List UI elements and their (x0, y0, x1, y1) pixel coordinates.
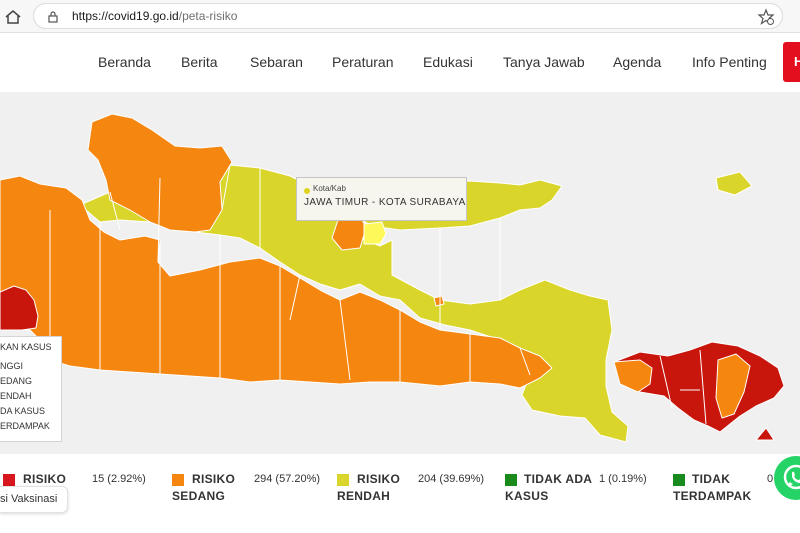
stat-rendah-label-1: RISIKO (357, 472, 401, 486)
stat-rendah-value: 204 (39.69%) (418, 473, 485, 485)
map-region-small-red[interactable] (755, 427, 775, 441)
url-domain: https://covid19.go.id (72, 9, 179, 23)
stat-tidak-terdampak-label-1: TIDAK (692, 472, 731, 486)
risk-stats: RISIKO 15 (2.92%) RISIKO SEDANG 294 (57.… (0, 454, 800, 533)
url-path: /peta-risiko (178, 9, 238, 23)
map-region-small-orange[interactable] (433, 295, 445, 307)
address-bar[interactable]: https://covid19.go.id/peta-risiko (33, 3, 783, 29)
nav-tanya-jawab[interactable]: Tanya Jawab (503, 54, 585, 70)
url-text: https://covid19.go.id/peta-risiko (72, 9, 237, 23)
browser-toolbar: https://covid19.go.id/peta-risiko (0, 0, 800, 33)
stat-rendah-swatch (337, 474, 349, 486)
map-region-red-west[interactable] (0, 285, 39, 331)
risk-map[interactable]: Kota/Kab JAWA TIMUR - KOTA SURABAYA KAN … (0, 92, 800, 454)
legend-item-tinggi: NGGI (0, 361, 24, 371)
stat-tidak-ada-label-1: TIDAK ADA (524, 472, 593, 486)
tooltip-key: Kota/Kab (313, 184, 346, 193)
nav-sebaran[interactable]: Sebaran (250, 54, 303, 70)
lock-icon (48, 11, 58, 23)
stat-tidak-terdampak-value: 0 (767, 473, 774, 485)
legend-item-rendah: ENDAH (0, 391, 32, 401)
tooltip-dot-icon (304, 188, 310, 194)
stat-tidak-ada-label-2: KASUS (505, 489, 549, 503)
main-navigation: Beranda Berita Sebaran Peraturan Edukasi… (0, 34, 800, 92)
legend-title: KAN KASUS (0, 342, 52, 352)
stat-sedang-swatch (172, 474, 184, 486)
home-icon[interactable] (3, 7, 23, 27)
stat-tidak-ada-value: 1 (0.19%) (599, 473, 647, 485)
nav-peraturan[interactable]: Peraturan (332, 54, 394, 70)
map-region-island[interactable] (715, 171, 753, 196)
legend-item-sedang: EDANG (0, 376, 33, 386)
nav-berita[interactable]: Berita (181, 54, 218, 70)
nav-beranda[interactable]: Beranda (98, 54, 151, 70)
stat-tidak-ada-swatch (505, 474, 517, 486)
stat-tidak-terdampak-label-2: TERDAMPAK (673, 489, 752, 503)
stat-tinggi-value: 15 (2.92%) (92, 473, 146, 485)
map-region-nw[interactable] (87, 113, 233, 233)
map-svg[interactable] (0, 92, 800, 454)
map-region-east-orange1[interactable] (613, 359, 653, 393)
legend-item-tidak-ada-kasus: DA KASUS (0, 406, 46, 416)
map-legend: KAN KASUS NGGI EDANG ENDAH DA KASUS ERDA… (0, 336, 62, 442)
map-region-border-lines (49, 164, 707, 425)
stat-sedang-label-1: RISIKO (192, 472, 236, 486)
favorite-star-icon[interactable] (757, 8, 775, 26)
stat-sedang-label-2: SEDANG (172, 489, 226, 503)
nav-edukasi[interactable]: Edukasi (423, 54, 473, 70)
tooltip-value: JAWA TIMUR - KOTA SURABAYA (304, 197, 466, 208)
stat-tinggi-label: RISIKO (23, 472, 67, 486)
map-region-east-orange2[interactable] (715, 353, 751, 419)
nav-info-penting[interactable]: Info Penting (692, 54, 767, 70)
whatsapp-icon (783, 464, 800, 490)
nav-agenda[interactable]: Agenda (613, 54, 662, 70)
whatsapp-button[interactable] (774, 456, 800, 500)
map-tooltip: Kota/Kab JAWA TIMUR - KOTA SURABAYA (296, 177, 467, 221)
stat-sedang-value: 294 (57.20%) (254, 473, 321, 485)
map-region-surabaya[interactable] (363, 221, 387, 245)
vaksinasi-tab[interactable]: si Vaksinasi (0, 486, 68, 513)
legend-item-tidak-terdampak: ERDAMPAK (0, 421, 50, 431)
stat-rendah-label-2: RENDAH (337, 489, 391, 503)
stat-tidak-terdampak-swatch (673, 474, 685, 486)
nav-red-button[interactable]: H (783, 42, 800, 82)
stat-tinggi-swatch (3, 474, 15, 486)
